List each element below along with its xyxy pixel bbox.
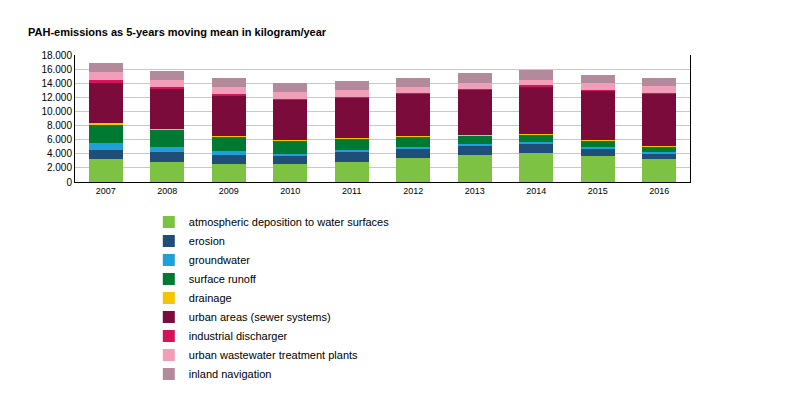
svg-text:2009: 2009 bbox=[219, 186, 239, 196]
svg-text:8.000: 8.000 bbox=[47, 120, 72, 131]
svg-text:urban wastewater treatment pla: urban wastewater treatment plants bbox=[189, 349, 358, 361]
svg-text:2012: 2012 bbox=[403, 186, 423, 196]
svg-text:inland navigation: inland navigation bbox=[189, 368, 272, 380]
svg-text:2013: 2013 bbox=[465, 186, 485, 196]
svg-text:2011: 2011 bbox=[342, 186, 361, 196]
svg-text:2015: 2015 bbox=[588, 186, 608, 196]
svg-text:10.000: 10.000 bbox=[41, 106, 72, 117]
svg-text:industrial discharger: industrial discharger bbox=[189, 330, 288, 342]
svg-text:6.000: 6.000 bbox=[47, 134, 72, 145]
svg-text:18.000: 18.000 bbox=[41, 50, 72, 61]
svg-text:2014: 2014 bbox=[526, 186, 546, 196]
svg-text:PAH-emissions as 5-years movin: PAH-emissions as 5-years moving mean in … bbox=[28, 26, 327, 38]
svg-text:16.000: 16.000 bbox=[41, 64, 72, 75]
svg-text:0: 0 bbox=[66, 177, 72, 188]
svg-text:2008: 2008 bbox=[157, 186, 177, 196]
svg-text:2.000: 2.000 bbox=[47, 162, 72, 173]
svg-text:surface runoff: surface runoff bbox=[189, 273, 257, 285]
svg-text:2010: 2010 bbox=[280, 186, 300, 196]
svg-text:2007: 2007 bbox=[96, 186, 116, 196]
svg-text:4.000: 4.000 bbox=[47, 148, 72, 159]
svg-text:12.000: 12.000 bbox=[41, 92, 72, 103]
svg-text:urban areas (sewer systems): urban areas (sewer systems) bbox=[189, 311, 331, 323]
svg-text:14.000: 14.000 bbox=[41, 78, 72, 89]
svg-text:2016: 2016 bbox=[649, 186, 669, 196]
svg-text:groundwater: groundwater bbox=[189, 254, 250, 266]
svg-text:erosion: erosion bbox=[189, 235, 225, 247]
svg-text:atmospheric deposition to wate: atmospheric deposition to water surfaces bbox=[189, 216, 389, 228]
svg-text:drainage: drainage bbox=[189, 292, 232, 304]
